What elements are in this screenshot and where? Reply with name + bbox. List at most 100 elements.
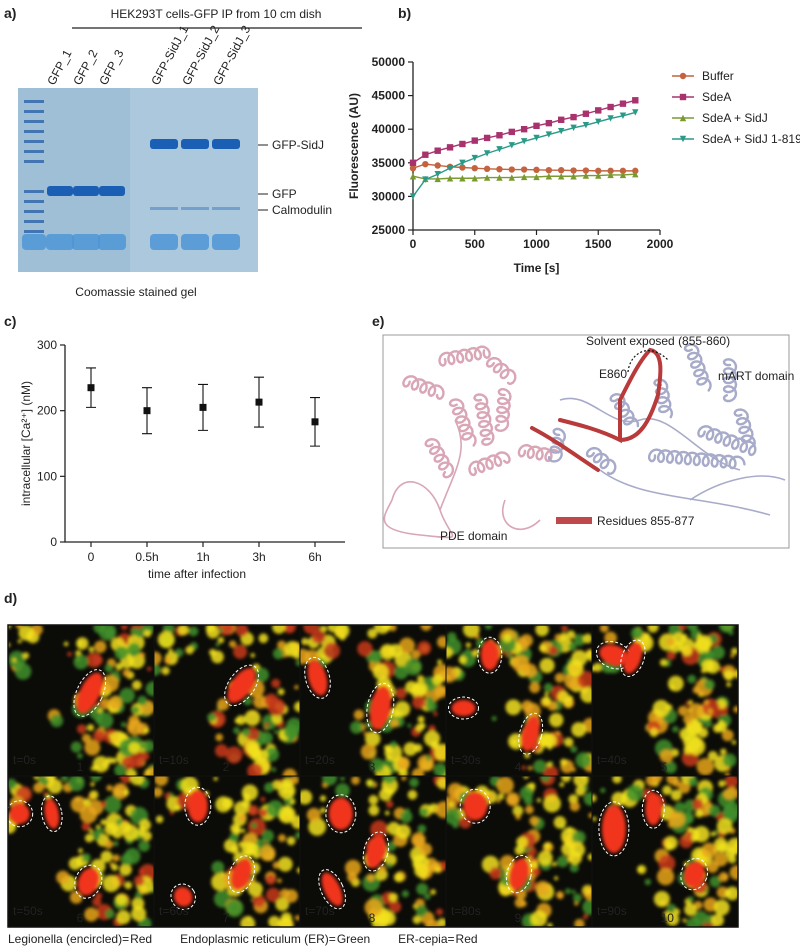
er-blob <box>234 801 249 816</box>
er-blob <box>289 798 296 805</box>
er-blob <box>264 722 270 728</box>
er-blob <box>535 880 551 896</box>
er-blob <box>552 861 557 867</box>
er-blob <box>366 873 375 882</box>
data-point <box>595 172 602 179</box>
er-blob <box>506 792 520 807</box>
er-blob <box>384 810 390 816</box>
er-blob <box>731 647 738 655</box>
er-blob <box>369 650 383 664</box>
er-blob <box>544 691 549 697</box>
er-blob <box>713 852 728 867</box>
er-blob <box>372 664 389 680</box>
er-blob <box>112 827 123 839</box>
ladder-band <box>24 230 44 233</box>
er-blob <box>420 625 432 631</box>
er-blob <box>410 683 426 699</box>
er-blob <box>695 809 704 818</box>
er-blob <box>523 663 538 678</box>
er-blob <box>540 776 551 782</box>
er-blob <box>651 776 663 783</box>
er-blob <box>145 769 151 775</box>
legend-text: Legionella (encircled)= <box>8 932 129 946</box>
er-blob <box>692 686 701 694</box>
helix <box>697 425 757 457</box>
er-blob <box>720 748 727 756</box>
er-blob <box>146 666 152 672</box>
er-signal <box>592 625 738 776</box>
er-blob <box>133 875 145 886</box>
er-blob <box>84 833 94 843</box>
er-blob <box>100 800 107 807</box>
er-blob <box>716 886 729 899</box>
er-blob <box>83 798 92 807</box>
y-tick-label: 45000 <box>372 89 406 103</box>
highlight-strand <box>530 347 663 472</box>
data-point <box>570 167 577 174</box>
er-blob <box>728 630 734 636</box>
er-blob <box>417 824 427 834</box>
er-blob <box>180 776 199 795</box>
bacterium <box>683 861 705 887</box>
data-point <box>496 146 503 153</box>
loop <box>559 397 786 516</box>
er-blob <box>169 792 174 797</box>
frame-time: t=10s <box>159 753 189 767</box>
er-blob <box>401 776 407 781</box>
er-blob <box>272 861 281 869</box>
er-blob <box>216 698 230 711</box>
er-blob <box>678 625 686 631</box>
er-blob <box>543 842 551 850</box>
er-blob <box>265 874 276 885</box>
er-blob <box>131 680 142 690</box>
legend-swatch <box>556 517 592 524</box>
er-blob <box>95 892 103 900</box>
data-point <box>558 173 565 180</box>
er-blob <box>247 763 263 776</box>
er-blob <box>434 684 446 698</box>
er-blob <box>288 788 294 795</box>
er-blob <box>131 906 147 922</box>
er-blob <box>659 658 668 667</box>
er-blob <box>77 753 83 759</box>
er-blob <box>430 889 436 895</box>
data-point <box>496 174 503 181</box>
er-blob <box>729 865 738 880</box>
er-blob <box>398 768 408 776</box>
helix <box>547 427 567 463</box>
er-blob <box>569 863 579 873</box>
er-blob <box>547 922 553 927</box>
er-blob <box>666 650 676 661</box>
frame-number: 3 <box>369 760 376 774</box>
y-tick-label: 30000 <box>372 189 406 203</box>
er-blob <box>235 625 249 637</box>
er-blob <box>368 794 379 805</box>
er-blob <box>169 810 174 815</box>
er-blob <box>411 649 421 659</box>
er-blob <box>474 633 480 639</box>
panel-border <box>7 624 739 928</box>
data-point <box>508 142 515 149</box>
frame-number: 1 <box>77 760 84 774</box>
er-blob <box>582 633 592 644</box>
er-blob <box>573 893 582 903</box>
data-point <box>459 159 466 166</box>
y-tick-label: 300 <box>37 338 57 352</box>
er-blob <box>546 761 552 768</box>
data-point <box>545 173 553 180</box>
er-blob <box>719 666 725 672</box>
er-blob <box>370 820 389 839</box>
legend-label: Buffer <box>702 69 734 83</box>
er-blob <box>264 782 275 793</box>
er-blob <box>549 712 564 728</box>
data-point <box>434 175 441 183</box>
gel <box>18 88 258 272</box>
er-blob <box>637 866 643 872</box>
bacterium-outline <box>170 883 196 911</box>
er-blob <box>496 798 501 803</box>
er-blob <box>214 744 229 758</box>
legend-key: Green <box>337 932 370 946</box>
x-tick-label: 0 <box>410 237 417 251</box>
x-tick-label: 0 <box>88 550 95 564</box>
